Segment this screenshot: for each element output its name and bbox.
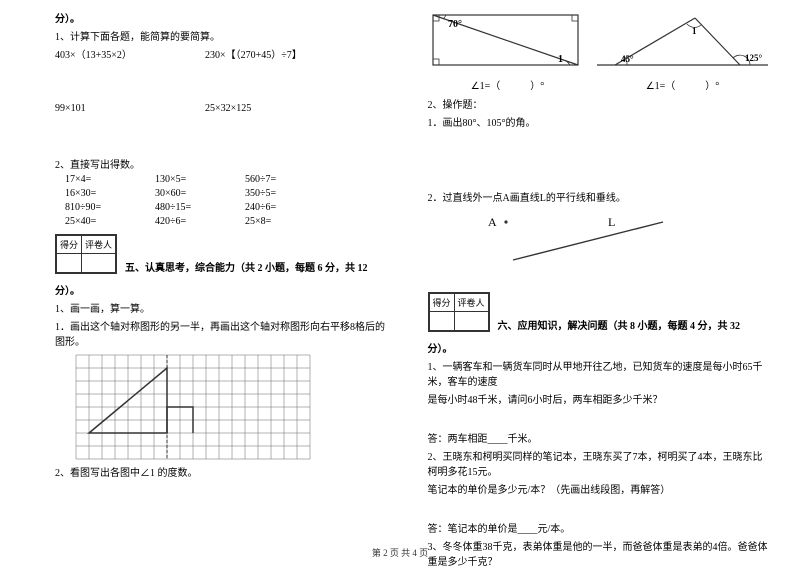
q6-1-ans: 答：两车相距____千米。 <box>428 430 771 445</box>
page-footer: 第 2 页 共 4 页 <box>0 546 800 559</box>
expr: 420÷6= <box>155 216 245 227</box>
angle-45: 45° <box>621 54 634 64</box>
expr: 480÷15= <box>155 202 245 213</box>
expr: 240÷6= <box>245 202 335 213</box>
expr: 16×30= <box>65 188 155 199</box>
line-L-label: L <box>608 215 615 229</box>
expr: 350÷5= <box>245 188 335 199</box>
section6-fen-end: 分）。 <box>428 340 771 355</box>
q6-2-ans: 答：笔记本的单价是____元/本。 <box>428 520 771 535</box>
expr: 25×8= <box>245 216 335 227</box>
q-ops-sub1: 1．画出80°、105°的角。 <box>428 114 771 129</box>
q6-2-l2: 笔记本的单价是多少元/本？（先画出线段图，再解答） <box>428 481 771 496</box>
grid-figure <box>75 354 393 460</box>
grader-label: 评卷人 <box>82 236 116 254</box>
expr: 25×40= <box>65 216 155 227</box>
score-box: 得分 评卷人 <box>55 234 117 274</box>
q6-2-l1: 2、王晓东和柯明买同样的笔记本，王晓东买了7本，柯明买了4本，王晓东比柯明多花1… <box>428 448 771 478</box>
section5-fen-end: 分）。 <box>55 282 393 297</box>
q5-1-line: 1、画一画，算一算。 <box>55 300 393 315</box>
rect-fill-blank: ∠1=（ ）° <box>428 77 588 92</box>
section5-title: 五、认真思考，综合能力（共 2 小题，每题 6 分，共 12 <box>125 259 368 276</box>
expr: 130×5= <box>155 174 245 185</box>
q-ops-line: 2、操作题： <box>428 96 771 111</box>
q5-2-line: 2、看图写出各图中∠1 的度数。 <box>55 464 393 479</box>
triangle-figure: 45° 1 125° ∠1=（ ）° <box>595 10 770 92</box>
q4-1-line: 1、计算下面各题，能简算的要简算。 <box>55 28 393 43</box>
angle-125: 125° <box>745 53 763 63</box>
expr: 99×101 <box>55 103 205 114</box>
q4-2-row: 17×4= 130×5= 560÷7= <box>65 174 393 185</box>
q4-2-row: 810÷90= 480÷15= 240÷6= <box>65 202 393 213</box>
q-ops-sub2: 2．过直线外一点A画直线L的平行线和垂线。 <box>428 189 771 204</box>
expr: 17×4= <box>65 174 155 185</box>
q4-2-row: 16×30= 30×60= 350÷5= <box>65 188 393 199</box>
tri-fill-blank: ∠1=（ ）° <box>595 77 770 92</box>
score-label: 得分 <box>57 236 82 254</box>
grader-label: 评卷人 <box>454 294 488 312</box>
expr: 810÷90= <box>65 202 155 213</box>
rectangle-figure: 70° 1 ∠1=（ ）° <box>428 10 588 92</box>
q4-2-row: 25×40= 420÷6= 25×8= <box>65 216 393 227</box>
q6-1-l1: 1、一辆客车和一辆货车同时从甲地开往乙地，已知货车的速度是每小时65千米，客车的… <box>428 358 771 388</box>
q4-1-row2: 99×101 25×32×125 <box>55 103 393 114</box>
q4-1-row1: 403×（13+35×2） 230×【（270+45）÷7】 <box>55 46 393 61</box>
symmetry-grid-svg <box>75 354 311 460</box>
expr: 25×32×125 <box>205 103 355 114</box>
section4-fen-end: 分）。 <box>55 10 393 25</box>
score-box: 得分 评卷人 <box>428 292 490 332</box>
expr: 30×60= <box>155 188 245 199</box>
expr: 403×（13+35×2） <box>55 46 205 61</box>
q5-1-sub: 1．画出这个轴对称图形的另一半，再画出这个轴对称图形向右平移8格后的图形。 <box>55 318 393 348</box>
q6-1-l2: 是每小时48千米，请问6小时后，两车相距多少千米？ <box>428 391 771 406</box>
expr: 230×【（270+45）÷7】 <box>205 46 355 61</box>
section6-title: 六、应用知识，解决问题（共 8 小题，每题 4 分，共 32 <box>498 317 741 334</box>
score-label: 得分 <box>429 294 454 312</box>
point-A-label: A <box>488 215 497 229</box>
angle-70: 70° <box>448 19 462 30</box>
angle-1-label: 1 <box>558 54 563 65</box>
angle-1-tri: 1 <box>692 26 697 36</box>
expr: 560÷7= <box>245 174 335 185</box>
q4-2-line: 2、直接写出得数。 <box>55 156 393 171</box>
parallel-line-figure: A L <box>468 212 771 270</box>
